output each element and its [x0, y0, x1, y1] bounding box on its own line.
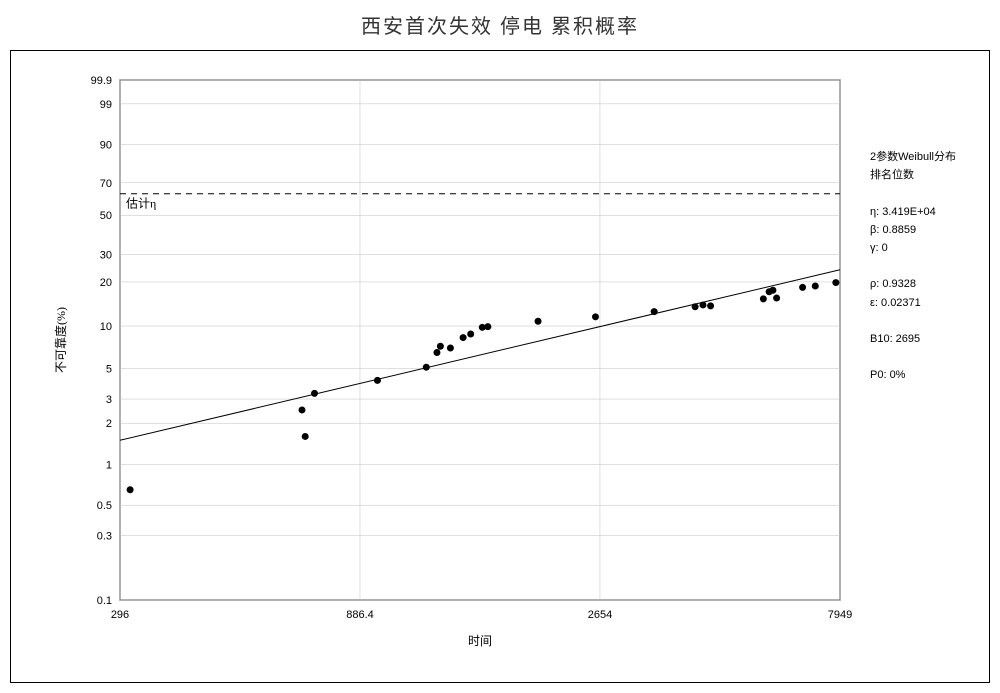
y-tick-label: 3	[106, 394, 112, 406]
y-tick-label: 5	[106, 363, 112, 375]
data-point	[298, 406, 305, 413]
x-tick-label: 7949	[828, 609, 852, 621]
y-tick-label: 99	[100, 99, 112, 111]
data-point	[760, 295, 767, 302]
data-point	[707, 302, 714, 309]
data-point	[692, 303, 699, 310]
side-p0: P0: 0%	[870, 368, 980, 382]
data-point	[127, 486, 134, 493]
x-tick-label: 886.4	[346, 609, 374, 621]
page: 西安首次失效 停电 累积概率 0.1 0.3 0.5 1 2 3 5 10 20 30 50 70 90…	[0, 0, 1000, 693]
data-point	[467, 330, 474, 337]
eta-line-label: 估计η	[126, 197, 156, 211]
x-tick-label: 2654	[588, 609, 612, 621]
side-rho: ρ: 0.9328	[870, 277, 980, 291]
side-rank: 排名位数	[870, 168, 980, 182]
data-point	[484, 323, 491, 330]
plot-border	[120, 80, 840, 600]
y-tick-label: 1	[106, 459, 112, 471]
side-beta: β: 0.8859	[870, 223, 980, 237]
data-point	[699, 301, 706, 308]
y-tick-label: 50	[100, 210, 112, 222]
data-point	[302, 433, 309, 440]
data-point	[433, 349, 440, 356]
y-tick-label: 0.1	[97, 595, 112, 607]
data-point	[832, 279, 839, 286]
y-tick-label: 0.5	[97, 500, 112, 512]
data-point	[311, 390, 318, 397]
data-point	[812, 282, 819, 289]
data-point	[423, 364, 430, 371]
y-tick-label: 99.9	[91, 75, 112, 87]
data-point	[447, 344, 454, 351]
y-tick-label: 70	[100, 178, 112, 190]
y-tick-label: 2	[106, 418, 112, 430]
data-point	[769, 287, 776, 294]
data-point	[374, 377, 381, 384]
side-dist: 2参数Weibull分布	[870, 150, 980, 164]
fit-line	[120, 270, 840, 441]
side-panel: 2参数Weibull分布 排名位数 η: 3.419E+04 β: 0.8859…	[870, 150, 980, 387]
data-point	[651, 308, 658, 315]
weibull-plot: 0.1 0.3 0.5 1 2 3 5 10 20 30 50 70 90 99 99.9 296 886.4 2…	[10, 50, 990, 683]
side-eps: ε: 0.02371	[870, 296, 980, 310]
data-point	[592, 313, 599, 320]
y-tick-label: 10	[100, 321, 112, 333]
x-tick-label: 296	[111, 609, 129, 621]
y-tick-label: 20	[100, 277, 112, 289]
side-gamma: γ: 0	[870, 241, 980, 255]
y-tick-label: 30	[100, 249, 112, 261]
side-b10: B10: 2695	[870, 332, 980, 346]
plot-container: 0.1 0.3 0.5 1 2 3 5 10 20 30 50 70 90 99 99.9 296 886.4 2…	[10, 50, 990, 683]
data-point	[799, 284, 806, 291]
chart-title: 西安首次失效 停电 累积概率	[0, 0, 1000, 39]
data-point	[535, 318, 542, 325]
y-tick-label: 90	[100, 140, 112, 152]
data-point	[437, 343, 444, 350]
y-axis-label: 不可靠度(%)	[53, 307, 68, 373]
y-tick-label: 0.3	[97, 530, 112, 542]
data-point	[773, 295, 780, 302]
data-point	[460, 334, 467, 341]
x-axis-label: 时间	[468, 634, 492, 648]
side-eta: η: 3.419E+04	[870, 205, 980, 219]
